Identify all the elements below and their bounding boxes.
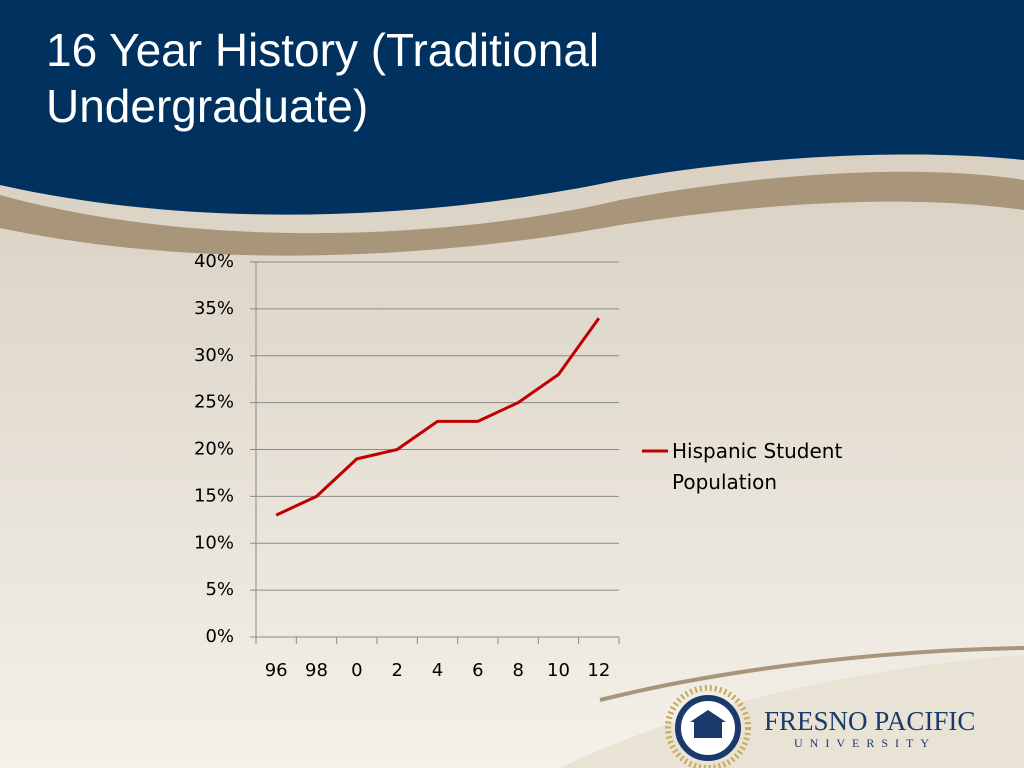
y-tick-label: 0% <box>205 626 234 647</box>
x-tick-label: 0 <box>351 660 362 681</box>
x-tick-label: 96 <box>265 660 288 681</box>
y-tick-label: 20% <box>194 439 234 460</box>
y-tick-label: 5% <box>205 579 234 600</box>
x-tick-label: 98 <box>305 660 328 681</box>
x-tick-label: 10 <box>547 660 570 681</box>
y-tick-label: 40% <box>194 251 234 272</box>
logo-subtitle: UNIVERSITY <box>794 736 936 750</box>
y-tick-label: 25% <box>194 392 234 413</box>
x-tick-label: 4 <box>432 660 443 681</box>
data-line <box>275 317 601 517</box>
x-tick-label: 2 <box>391 660 402 681</box>
x-tick-label: 6 <box>472 660 483 681</box>
logo-seal <box>665 685 751 768</box>
y-tick-label: 30% <box>194 345 234 366</box>
y-tick-label: 35% <box>194 298 234 319</box>
x-tick-label: 12 <box>587 660 610 681</box>
legend-label: Hispanic Student Population <box>672 439 843 494</box>
x-tick-label: 8 <box>512 660 523 681</box>
slide-title: 16 Year History (Traditional Undergradua… <box>46 24 600 132</box>
y-tick-label: 15% <box>194 485 234 506</box>
logo-name: FRESNO PACIFIC <box>764 706 976 736</box>
y-tick-label: 10% <box>194 532 234 553</box>
